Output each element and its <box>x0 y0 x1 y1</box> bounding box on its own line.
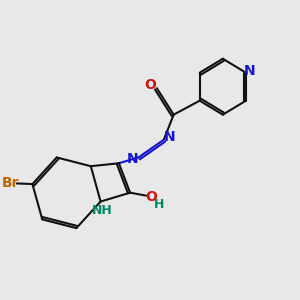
Text: N: N <box>164 130 176 144</box>
Text: O: O <box>145 190 157 204</box>
Text: Br: Br <box>2 176 19 190</box>
Text: N: N <box>244 64 255 78</box>
Text: H: H <box>154 198 164 211</box>
Text: N: N <box>127 152 139 166</box>
Text: NH: NH <box>92 204 112 217</box>
Text: O: O <box>145 78 157 92</box>
